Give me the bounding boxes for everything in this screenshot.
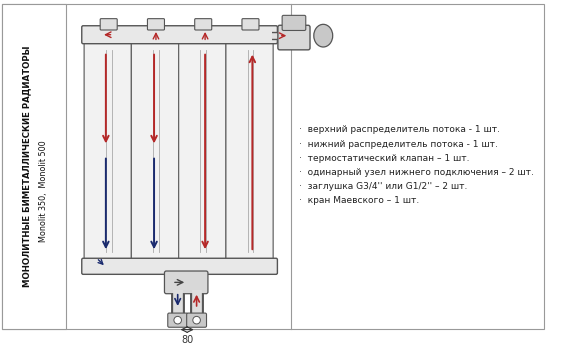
- FancyBboxPatch shape: [187, 313, 206, 327]
- Text: ·  одинарный узел нижнего подключения – 2 шт.: · одинарный узел нижнего подключения – 2…: [299, 168, 533, 177]
- FancyBboxPatch shape: [81, 258, 277, 274]
- FancyBboxPatch shape: [242, 19, 259, 30]
- Text: ·  кран Маевского – 1 шт.: · кран Маевского – 1 шт.: [299, 196, 419, 205]
- Circle shape: [174, 316, 181, 324]
- Text: Monolit 350,  Monolit 500: Monolit 350, Monolit 500: [39, 141, 48, 243]
- FancyBboxPatch shape: [165, 271, 208, 294]
- Text: ·  заглушка G3/4'' или G1/2'' – 2 шт.: · заглушка G3/4'' или G1/2'' – 2 шт.: [299, 182, 467, 191]
- Polygon shape: [2, 5, 544, 329]
- FancyBboxPatch shape: [195, 19, 212, 30]
- FancyBboxPatch shape: [282, 15, 306, 31]
- Text: МОНОЛИТНЫЕ БИМЕТАЛЛИЧЕСКИЕ РАДИАТОРЫ: МОНОЛИТНЫЕ БИМЕТАЛЛИЧЕСКИЕ РАДИАТОРЫ: [22, 45, 31, 287]
- FancyBboxPatch shape: [131, 40, 179, 263]
- Text: ·  термостатический клапан – 1 шт.: · термостатический клапан – 1 шт.: [299, 154, 469, 163]
- FancyBboxPatch shape: [168, 313, 188, 327]
- FancyBboxPatch shape: [100, 19, 117, 30]
- FancyBboxPatch shape: [81, 26, 277, 44]
- FancyBboxPatch shape: [226, 40, 273, 263]
- Text: ·  нижний распределитель потока - 1 шт.: · нижний распределитель потока - 1 шт.: [299, 139, 498, 149]
- FancyBboxPatch shape: [147, 19, 165, 30]
- Ellipse shape: [314, 24, 333, 47]
- Circle shape: [193, 316, 201, 324]
- FancyBboxPatch shape: [278, 25, 310, 50]
- FancyBboxPatch shape: [84, 40, 131, 263]
- Text: 80: 80: [181, 335, 193, 345]
- FancyBboxPatch shape: [179, 40, 226, 263]
- Polygon shape: [2, 5, 66, 329]
- Text: ·  верхний распределитель потока - 1 шт.: · верхний распределитель потока - 1 шт.: [299, 126, 499, 134]
